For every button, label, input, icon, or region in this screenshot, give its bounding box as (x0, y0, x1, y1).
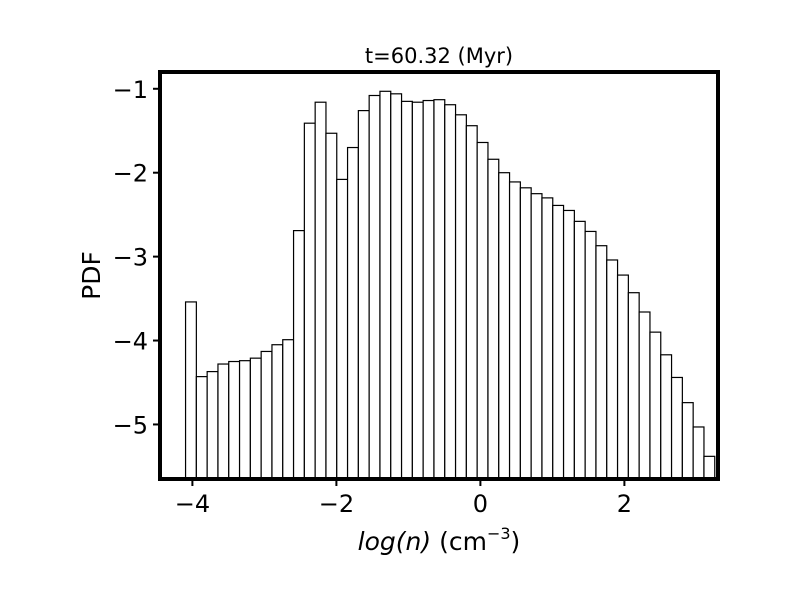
x-axis-label-close: ) (511, 527, 521, 556)
histogram-bar (660, 354, 673, 480)
histogram-bar (195, 376, 208, 480)
histogram-bar (260, 350, 273, 480)
histogram-bar (379, 90, 392, 480)
chart-title: t=60.32 (Myr) (365, 44, 513, 68)
x-axis-label: log(n) (cm−3) (358, 524, 521, 556)
histogram-bar (584, 230, 597, 480)
x-axis-label-exponent: −3 (487, 524, 511, 543)
histogram-bar (390, 93, 403, 480)
histogram-bar (562, 209, 575, 480)
histogram-bar (282, 339, 295, 480)
histogram-bar (217, 363, 230, 480)
x-tick-label: 0 (473, 490, 488, 518)
plot-frame (158, 70, 720, 481)
histogram-bar (357, 109, 370, 480)
histogram-bar (271, 344, 284, 480)
x-axis-ticks: −4 −2 0 2 (175, 479, 632, 518)
y-tick-label: −5 (113, 411, 148, 439)
y-axis-ticks: −1 −2 −3 −4 −5 (113, 76, 160, 439)
histogram-bar (498, 172, 511, 480)
histogram-bar (508, 181, 521, 480)
y-tick-label: −4 (113, 328, 148, 356)
histogram-bar (692, 426, 705, 480)
histogram-bar (476, 141, 489, 480)
histogram-bar (238, 360, 251, 480)
histogram-bar (249, 357, 262, 480)
histogram-bar (487, 158, 500, 480)
x-axis-label-math: log(n) (358, 527, 431, 556)
histogram-bar (422, 99, 435, 480)
histogram-bar (530, 193, 543, 480)
histogram-bars (184, 90, 716, 480)
histogram-bar (616, 274, 629, 480)
x-tick-label: −2 (319, 490, 354, 518)
x-tick-label: −4 (175, 490, 210, 518)
histogram-bar (325, 132, 338, 480)
histogram-bar (346, 146, 359, 480)
histogram-bar (595, 245, 608, 480)
histogram-bar (454, 114, 467, 480)
x-axis-label-unit: (cm (431, 527, 487, 556)
histogram-bar (411, 101, 424, 480)
histogram-bar (465, 125, 478, 480)
histogram-bar (228, 360, 241, 480)
histogram-bar (541, 197, 554, 480)
histogram-bar (638, 311, 651, 480)
histogram-bar (433, 99, 446, 480)
histogram-bar (703, 455, 716, 480)
histogram-bar (400, 100, 413, 480)
histogram-bar (552, 204, 565, 480)
histogram-bar (314, 101, 327, 480)
y-tick-label: −3 (113, 244, 148, 272)
histogram-bar (368, 94, 381, 480)
histogram-bar (292, 230, 305, 480)
histogram-bar (627, 292, 640, 480)
histogram-bar (303, 122, 316, 480)
histogram-bar (519, 187, 532, 480)
histogram-bar (573, 220, 586, 480)
y-tick-label: −1 (113, 76, 148, 104)
histogram-bar (184, 301, 197, 480)
histogram-bar (206, 370, 219, 480)
histogram-bar (670, 376, 683, 480)
histogram-bar (681, 402, 694, 480)
histogram-bar (606, 259, 619, 480)
histogram-bar (444, 104, 457, 480)
histogram-bar (336, 178, 349, 480)
x-tick-label: 2 (617, 490, 632, 518)
y-tick-label: −2 (113, 160, 148, 188)
y-axis-label: PDF (77, 251, 106, 300)
histogram-bar (649, 331, 662, 480)
